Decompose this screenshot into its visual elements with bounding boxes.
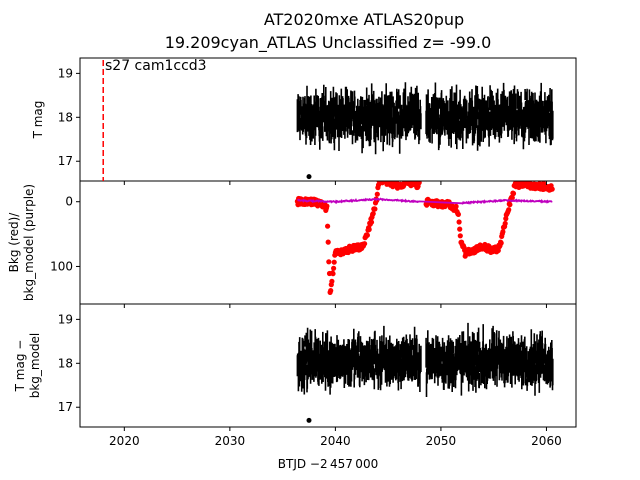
y-tick-label: 17: [58, 154, 73, 168]
x-tick-label: 2040: [320, 434, 351, 448]
y-tick-label: 18: [58, 356, 73, 370]
bkg-point: [495, 247, 501, 254]
y-axis-label-tmag: T mag: [31, 101, 45, 140]
panel-tmag-minus-bkg: 17 18 19: [58, 303, 577, 428]
y-axis-label-diff-line2: bkg_model: [28, 333, 42, 399]
panel-tmag: 17 18 19: [58, 57, 577, 182]
x-tick-label: 2020: [109, 434, 140, 448]
bkg-point: [457, 233, 463, 239]
bkg-point: [368, 219, 375, 225]
bkg-point: [370, 211, 376, 217]
y-tick-label: 18: [58, 110, 73, 124]
bkg-point: [324, 203, 330, 209]
y-axis-label-diff-line1: T mag −: [13, 340, 27, 393]
bkg-point: [549, 186, 555, 192]
outlier-point: [306, 174, 312, 180]
bkg-point: [329, 278, 335, 284]
lightcurve-errorbars: [425, 82, 554, 151]
bkg-point: [330, 271, 336, 277]
bkg-point: [325, 223, 331, 229]
bkg-point: [328, 288, 334, 294]
outlier-point: [306, 417, 312, 423]
bkg-point: [374, 191, 380, 197]
chart-title-line2: 19.209cyan_ATLAS Unclassified z= -99.0: [165, 33, 492, 53]
ccd-annotation: s27 cam1ccd3: [105, 58, 207, 74]
bkg-point: [362, 241, 368, 247]
x-tick-label: 2060: [531, 434, 562, 448]
bkg-point: [366, 226, 372, 233]
bkg-point: [455, 211, 461, 217]
bkg-model-line: [296, 197, 553, 205]
x-axis: 2020 2030 2040 2050 2060: [109, 181, 562, 448]
y-tick-label: 0: [65, 195, 73, 209]
bkg-point: [509, 195, 515, 201]
y-tick-label: 17: [58, 400, 73, 414]
bkg-point: [381, 175, 386, 180]
y-axis-label-bkg-line2: bkg_model (purple): [22, 184, 36, 301]
y-tick-label: 100: [50, 259, 73, 273]
bkg-point: [498, 240, 504, 246]
bkg-point: [457, 226, 463, 232]
y-tick-label: 19: [58, 312, 73, 326]
bkg-point: [325, 239, 331, 245]
bkg-point: [377, 176, 382, 181]
x-tick-label: 2050: [426, 434, 457, 448]
bkg-point: [510, 190, 517, 197]
panel-tmag-minus-bkg-frame: [79, 303, 577, 428]
bkg-point: [506, 207, 512, 213]
bkg-point: [331, 259, 337, 265]
bkg-point: [326, 259, 332, 265]
panel-background: 0 100: [50, 174, 577, 305]
bkg-point: [331, 265, 337, 271]
bkg-point: [453, 203, 459, 209]
x-axis-label: BTJD −2 457 000: [278, 457, 378, 471]
bkg-point: [416, 181, 422, 186]
bkg-point: [378, 174, 383, 179]
lightcurve-errorbars: [425, 322, 554, 397]
bkg-point: [502, 220, 508, 227]
bkg-point: [507, 202, 513, 208]
bkg-point: [500, 229, 506, 235]
bkg-point: [372, 206, 378, 212]
chart-title-line1: AT2020mxe ATLAS20pup: [264, 10, 464, 29]
bkg-point: [379, 174, 384, 179]
bkg-point: [456, 219, 462, 225]
lightcurve-errorbars: [296, 82, 422, 155]
y-axis-label-bkg-line1: Bkg (red)/: [7, 212, 21, 273]
x-tick-label: 2030: [215, 434, 246, 448]
y-tick-label: 19: [58, 66, 73, 80]
lightcurve-errorbars: [296, 325, 422, 395]
bkg-point: [364, 232, 370, 238]
